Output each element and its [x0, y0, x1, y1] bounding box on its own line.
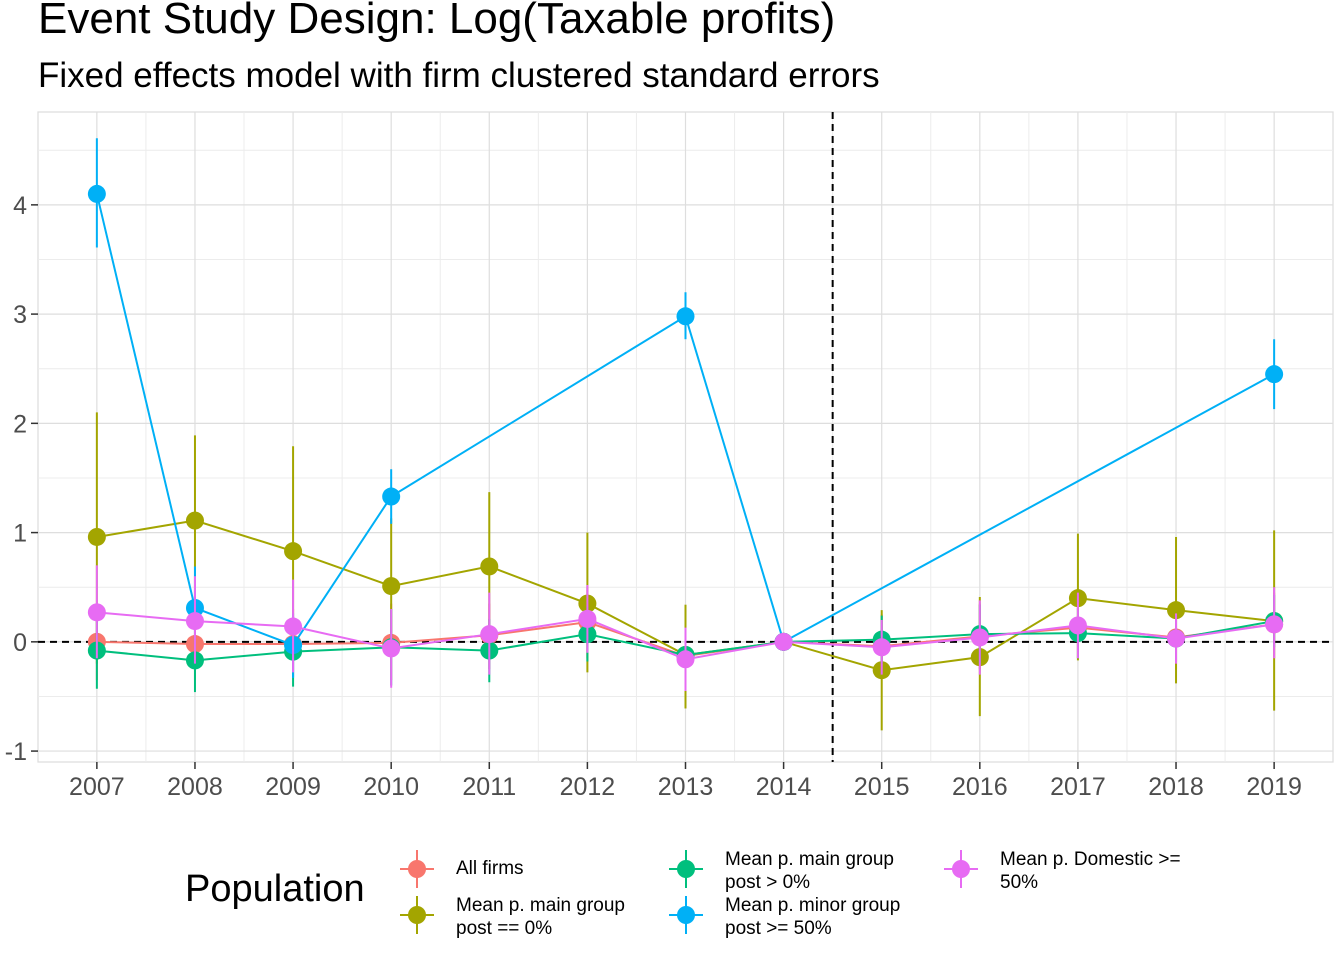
- data-point: [87, 184, 106, 203]
- data-point: [676, 307, 695, 326]
- data-point: [284, 542, 303, 561]
- legend-item: Mean p. Domestic >= 50%: [940, 848, 1200, 894]
- x-tick-label: 2008: [167, 773, 223, 801]
- data-point: [284, 617, 303, 636]
- y-tick-label: 1: [13, 520, 27, 548]
- x-tick-label: 2007: [69, 773, 125, 801]
- legend-item: Mean p. minor group post >= 50%: [665, 894, 925, 940]
- data-point: [87, 603, 106, 622]
- legend-key: [944, 850, 978, 888]
- legend-label: Mean p. main group post == 0%: [456, 895, 625, 939]
- data-point: [480, 557, 499, 576]
- y-tick-label: 0: [13, 629, 27, 657]
- legend-key: [669, 850, 703, 888]
- data-point: [382, 639, 401, 658]
- data-point: [1265, 365, 1284, 384]
- data-point: [774, 632, 793, 651]
- x-tick-label: 2010: [363, 773, 419, 801]
- series-4: [87, 565, 1284, 691]
- data-point: [185, 511, 204, 530]
- grid-layer: [37, 111, 1334, 763]
- data-point: [1265, 615, 1284, 634]
- chart-title: Event Study Design: Log(Taxable profits): [38, 0, 836, 43]
- x-tick-label: 2009: [265, 773, 321, 801]
- x-tick-label: 2012: [560, 773, 616, 801]
- legend-label: Mean p. minor group post >= 50%: [725, 895, 901, 939]
- data-point: [970, 628, 989, 647]
- legend-key: [400, 896, 434, 934]
- chart-subtitle: Fixed effects model with firm clustered …: [38, 56, 880, 95]
- x-tick-label: 2011: [462, 773, 516, 801]
- legend-label: Mean p. main group post > 0%: [725, 849, 894, 893]
- x-tick-label: 2013: [658, 773, 714, 801]
- legend-label: All firms: [456, 858, 524, 879]
- data-point: [185, 612, 204, 631]
- data-point: [382, 487, 401, 506]
- data-point: [1167, 629, 1186, 648]
- y-tick-label: 4: [13, 192, 27, 220]
- x-tick-label: 2019: [1246, 773, 1302, 801]
- x-tick-label: 2015: [854, 773, 910, 801]
- x-tick-label: 2014: [756, 773, 812, 801]
- data-point: [1068, 616, 1087, 635]
- data-point: [87, 527, 106, 546]
- y-tick-label: -1: [5, 738, 27, 766]
- x-tick-label: 2018: [1148, 773, 1204, 801]
- y-tick-label: 3: [13, 301, 27, 329]
- x-tick-label: 2017: [1050, 773, 1106, 801]
- reference-lines: [38, 112, 1333, 762]
- series-layer: [87, 138, 1284, 731]
- legend-title: Population: [185, 868, 365, 910]
- legend-item: All firms: [396, 848, 656, 890]
- data-point: [676, 650, 695, 669]
- x-tick-label: 2016: [952, 773, 1008, 801]
- legend-key: [669, 896, 703, 934]
- axis-layer: 2007 2008 2009 2010 2011 2012 2013 2014 2015 2016…: [5, 192, 1302, 801]
- data-point: [382, 577, 401, 596]
- legend-item: Mean p. main group post == 0%: [396, 894, 656, 940]
- data-point: [872, 638, 891, 657]
- data-point: [1167, 601, 1186, 620]
- y-tick-label: 2: [13, 410, 27, 438]
- legend-key: [400, 850, 434, 888]
- legend-item: Mean p. main group post > 0%: [665, 848, 925, 894]
- data-point: [480, 625, 499, 644]
- legend-label: Mean p. Domestic >= 50%: [1000, 849, 1181, 893]
- data-point: [578, 609, 597, 628]
